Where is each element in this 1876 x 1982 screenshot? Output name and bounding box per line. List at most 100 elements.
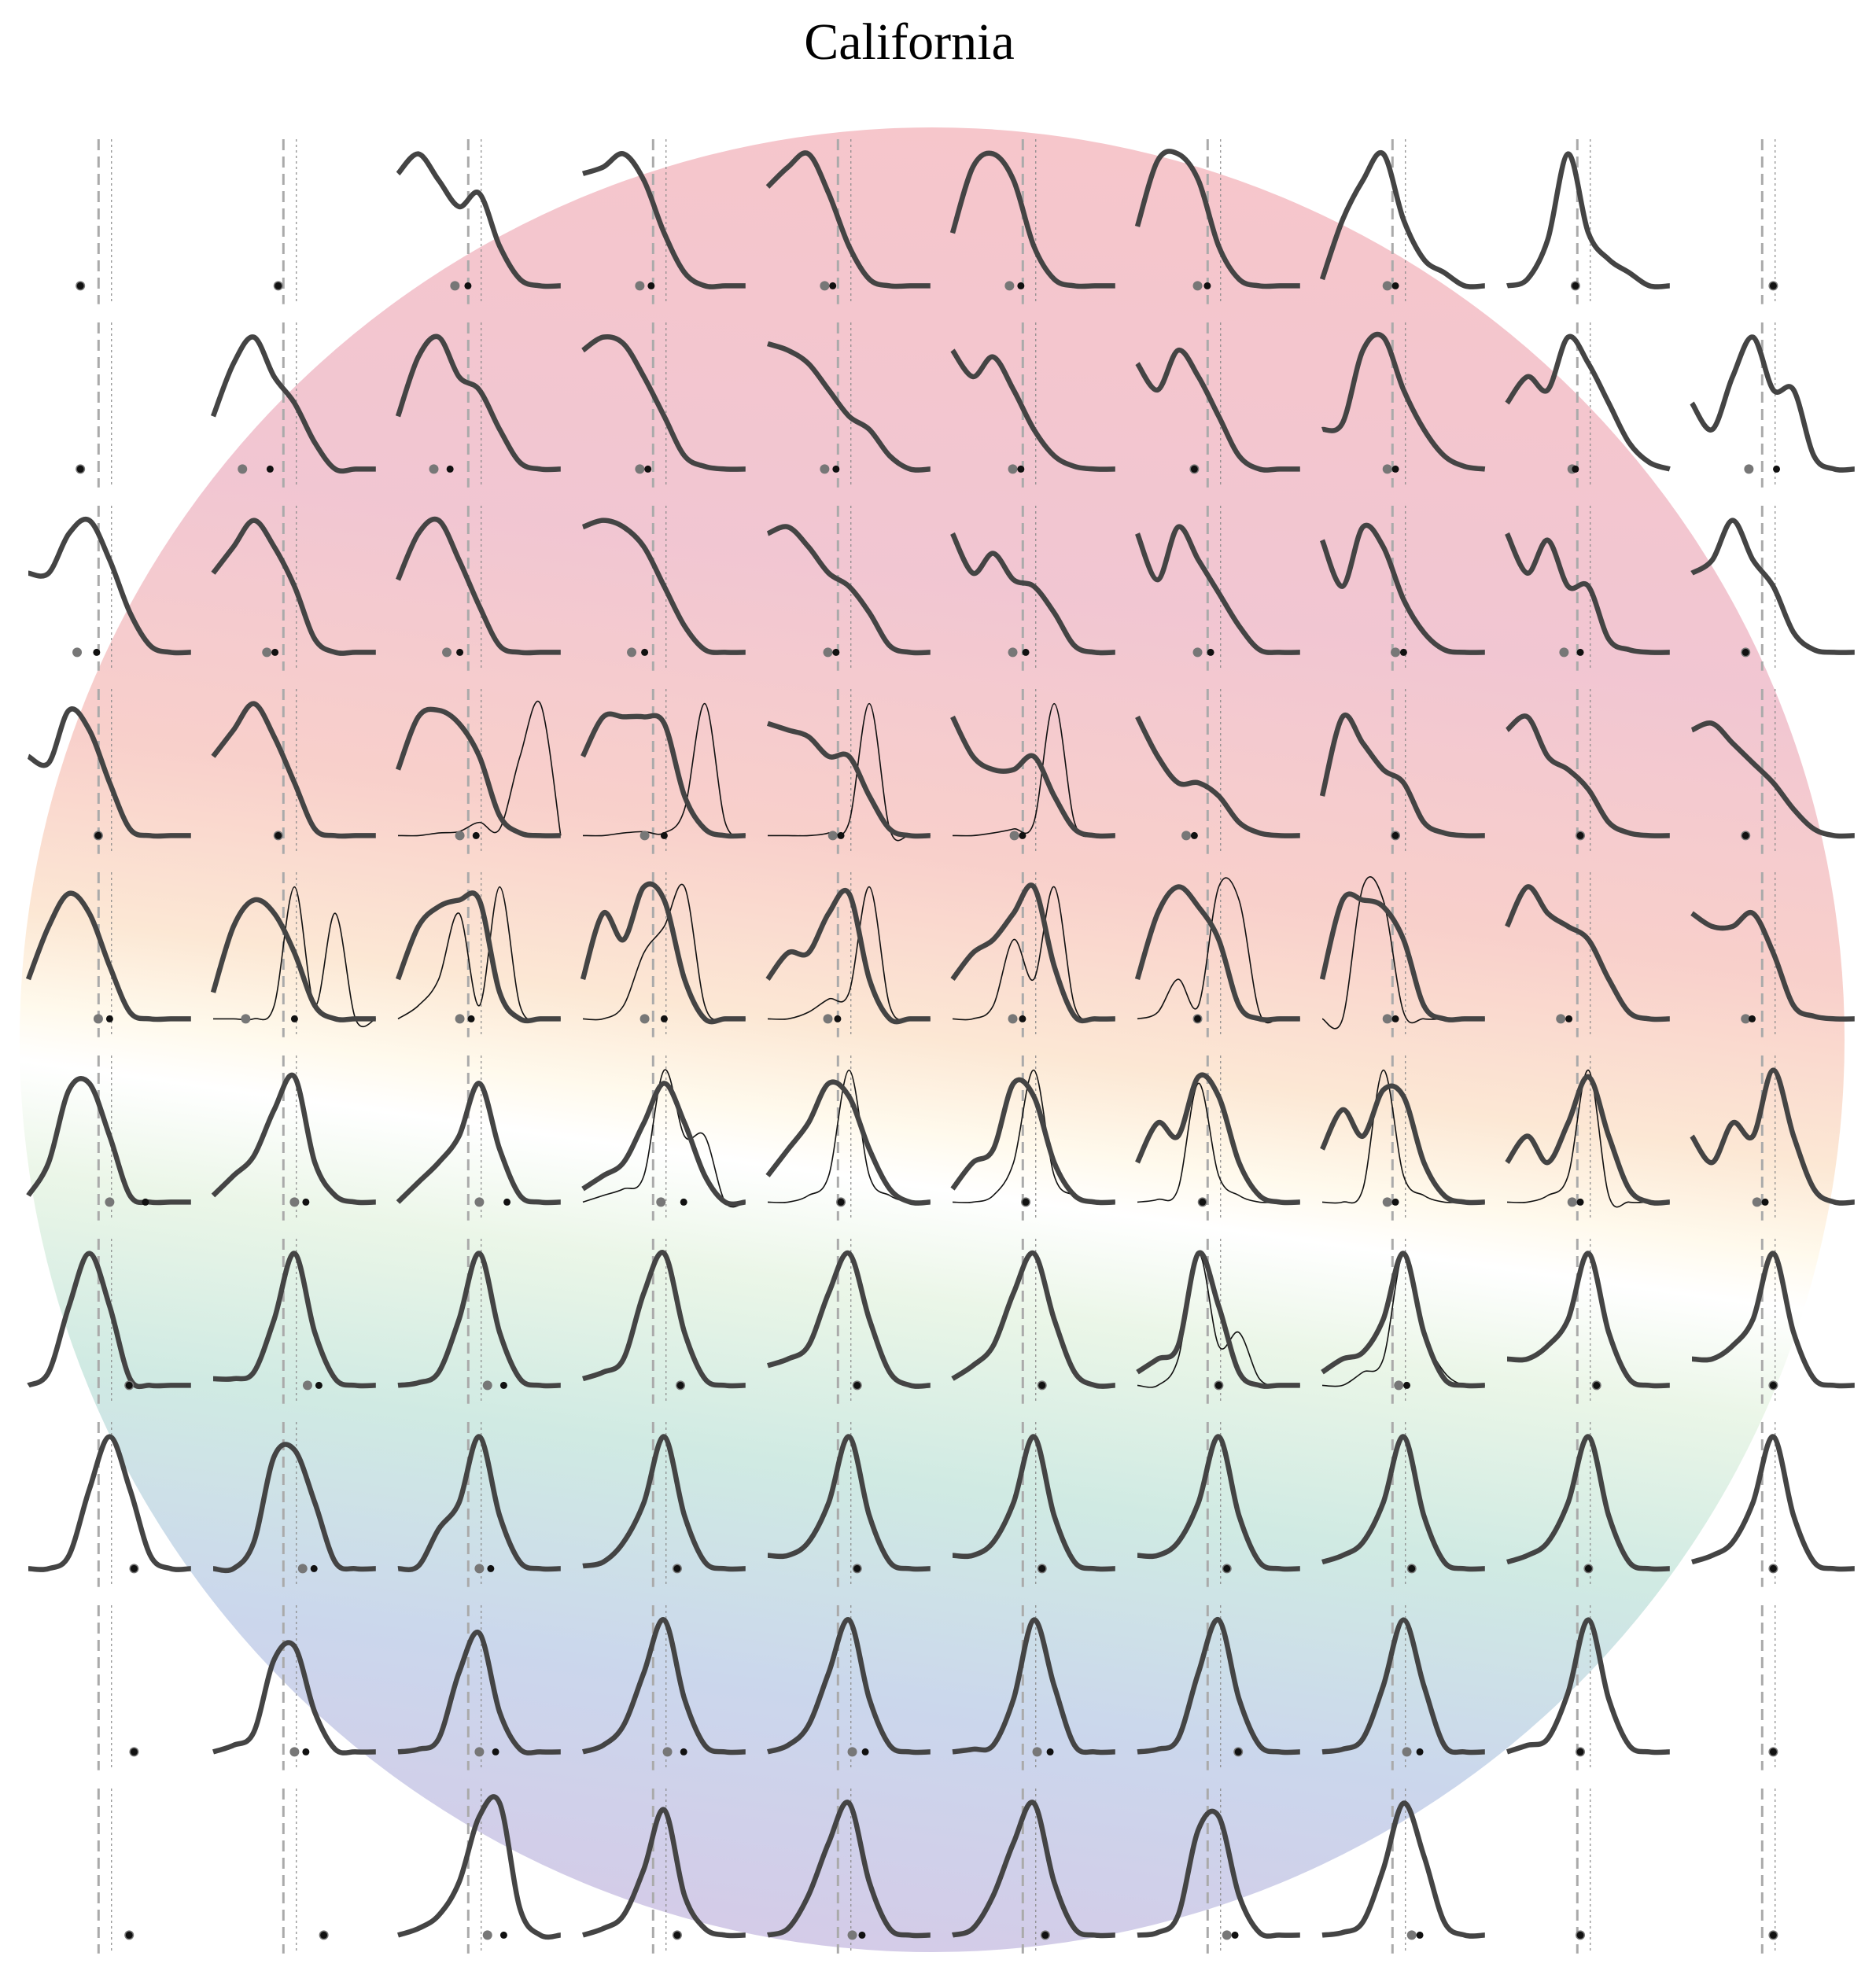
marker-dot [1223, 1564, 1231, 1572]
marker-dot [464, 282, 472, 289]
marker-dot [1391, 1015, 1399, 1022]
marker-dot [635, 281, 645, 291]
density-curve [1690, 1067, 1855, 1206]
density-curve [1134, 884, 1300, 1022]
marker-dot [639, 1014, 650, 1024]
marker-dot [1199, 1198, 1207, 1206]
marker-dot [302, 1380, 312, 1391]
density-curve [580, 881, 746, 1025]
marker-dot [837, 831, 845, 839]
density-curve [581, 151, 746, 289]
marker-dot [673, 1931, 681, 1939]
marker-dot [1769, 1748, 1777, 1755]
density-curve [210, 334, 376, 474]
marker-dot [847, 1930, 857, 1940]
marker-dot [1382, 281, 1392, 291]
marker-dot [125, 1381, 133, 1389]
marker-dot [1576, 1931, 1584, 1939]
density-curve [765, 888, 931, 1025]
density-curve [1134, 524, 1300, 655]
density-curve [1137, 1434, 1300, 1572]
marker-dot [1038, 1564, 1046, 1572]
density-curve [1506, 1434, 1670, 1572]
marker-dot [1761, 1198, 1769, 1206]
density-curve [211, 701, 376, 839]
density-curve [395, 706, 561, 838]
density-curve [766, 1617, 931, 1755]
density-curve [766, 524, 931, 656]
marker-dot [680, 1748, 687, 1755]
density-curve [397, 1434, 561, 1572]
marker-dot [499, 1931, 507, 1939]
marker-dot [680, 1198, 687, 1206]
marker-dot [1408, 1564, 1416, 1572]
density-curve [210, 897, 376, 1022]
density-curve [1690, 518, 1855, 655]
density-curve [27, 706, 191, 839]
marker-dot [1192, 647, 1203, 658]
marker-dot [142, 1198, 149, 1206]
marker-dot [266, 465, 274, 473]
density-curve [1137, 1617, 1300, 1755]
marker-dot [297, 1564, 308, 1574]
marker-dot [302, 1748, 310, 1755]
marker-dot [289, 1197, 300, 1207]
marker-dot [289, 1747, 300, 1757]
marker-dot [487, 1564, 495, 1572]
density-curve [212, 1442, 376, 1574]
marker-dot [1769, 282, 1777, 289]
marker-dot [1572, 282, 1579, 289]
marker-dot [1004, 281, 1015, 291]
density-curve [1135, 1072, 1300, 1206]
marker-dot [275, 282, 282, 289]
marker-dot [1391, 647, 1401, 658]
marker-dot [1773, 465, 1781, 473]
density-curve [1321, 1617, 1485, 1755]
density-curve [950, 348, 1115, 472]
marker-dot [823, 647, 833, 658]
marker-dot [450, 281, 460, 291]
density-curve [765, 150, 931, 289]
density-curve [1136, 1250, 1300, 1389]
density-curve [1505, 333, 1671, 472]
marker-dot [853, 1381, 861, 1389]
marker-dot [1382, 1014, 1392, 1024]
density-curve [26, 1076, 191, 1206]
marker-dot [1556, 1014, 1566, 1024]
marker-dot [93, 648, 101, 656]
marker-dot [1741, 831, 1749, 839]
density-curve [1505, 532, 1670, 655]
marker-dot [1008, 464, 1018, 474]
marker-dot [1559, 647, 1569, 658]
marker-dot [1752, 1197, 1762, 1207]
marker-dot [130, 1564, 138, 1572]
marker-dot [474, 1197, 485, 1207]
marker-dot [1008, 647, 1018, 658]
marker-dot [1584, 1564, 1592, 1572]
marker-dot [832, 465, 840, 473]
marker-dot [823, 1014, 833, 1024]
marker-dot [1749, 1015, 1756, 1022]
density-curve [581, 1081, 746, 1207]
marker-dot [861, 1748, 869, 1755]
marker-dot [1022, 1198, 1030, 1206]
marker-dot [125, 1931, 133, 1939]
marker-dot [1399, 648, 1407, 656]
marker-dot [1203, 282, 1211, 289]
marker-dot [1382, 464, 1392, 474]
density-curve [581, 333, 746, 472]
density-curve [766, 1800, 931, 1939]
marker-dot [820, 464, 830, 474]
density-curve [950, 715, 1115, 839]
marker-dot [455, 831, 465, 841]
density-curve [1690, 334, 1855, 473]
density-curve [397, 1251, 561, 1389]
marker-dot [1192, 281, 1203, 291]
density-curve [396, 1794, 562, 1940]
marker-dot [262, 647, 272, 658]
density-curve [1506, 1251, 1670, 1389]
marker-dot [474, 1747, 485, 1757]
marker-dot [1391, 1198, 1399, 1206]
density-curve [1319, 149, 1485, 289]
